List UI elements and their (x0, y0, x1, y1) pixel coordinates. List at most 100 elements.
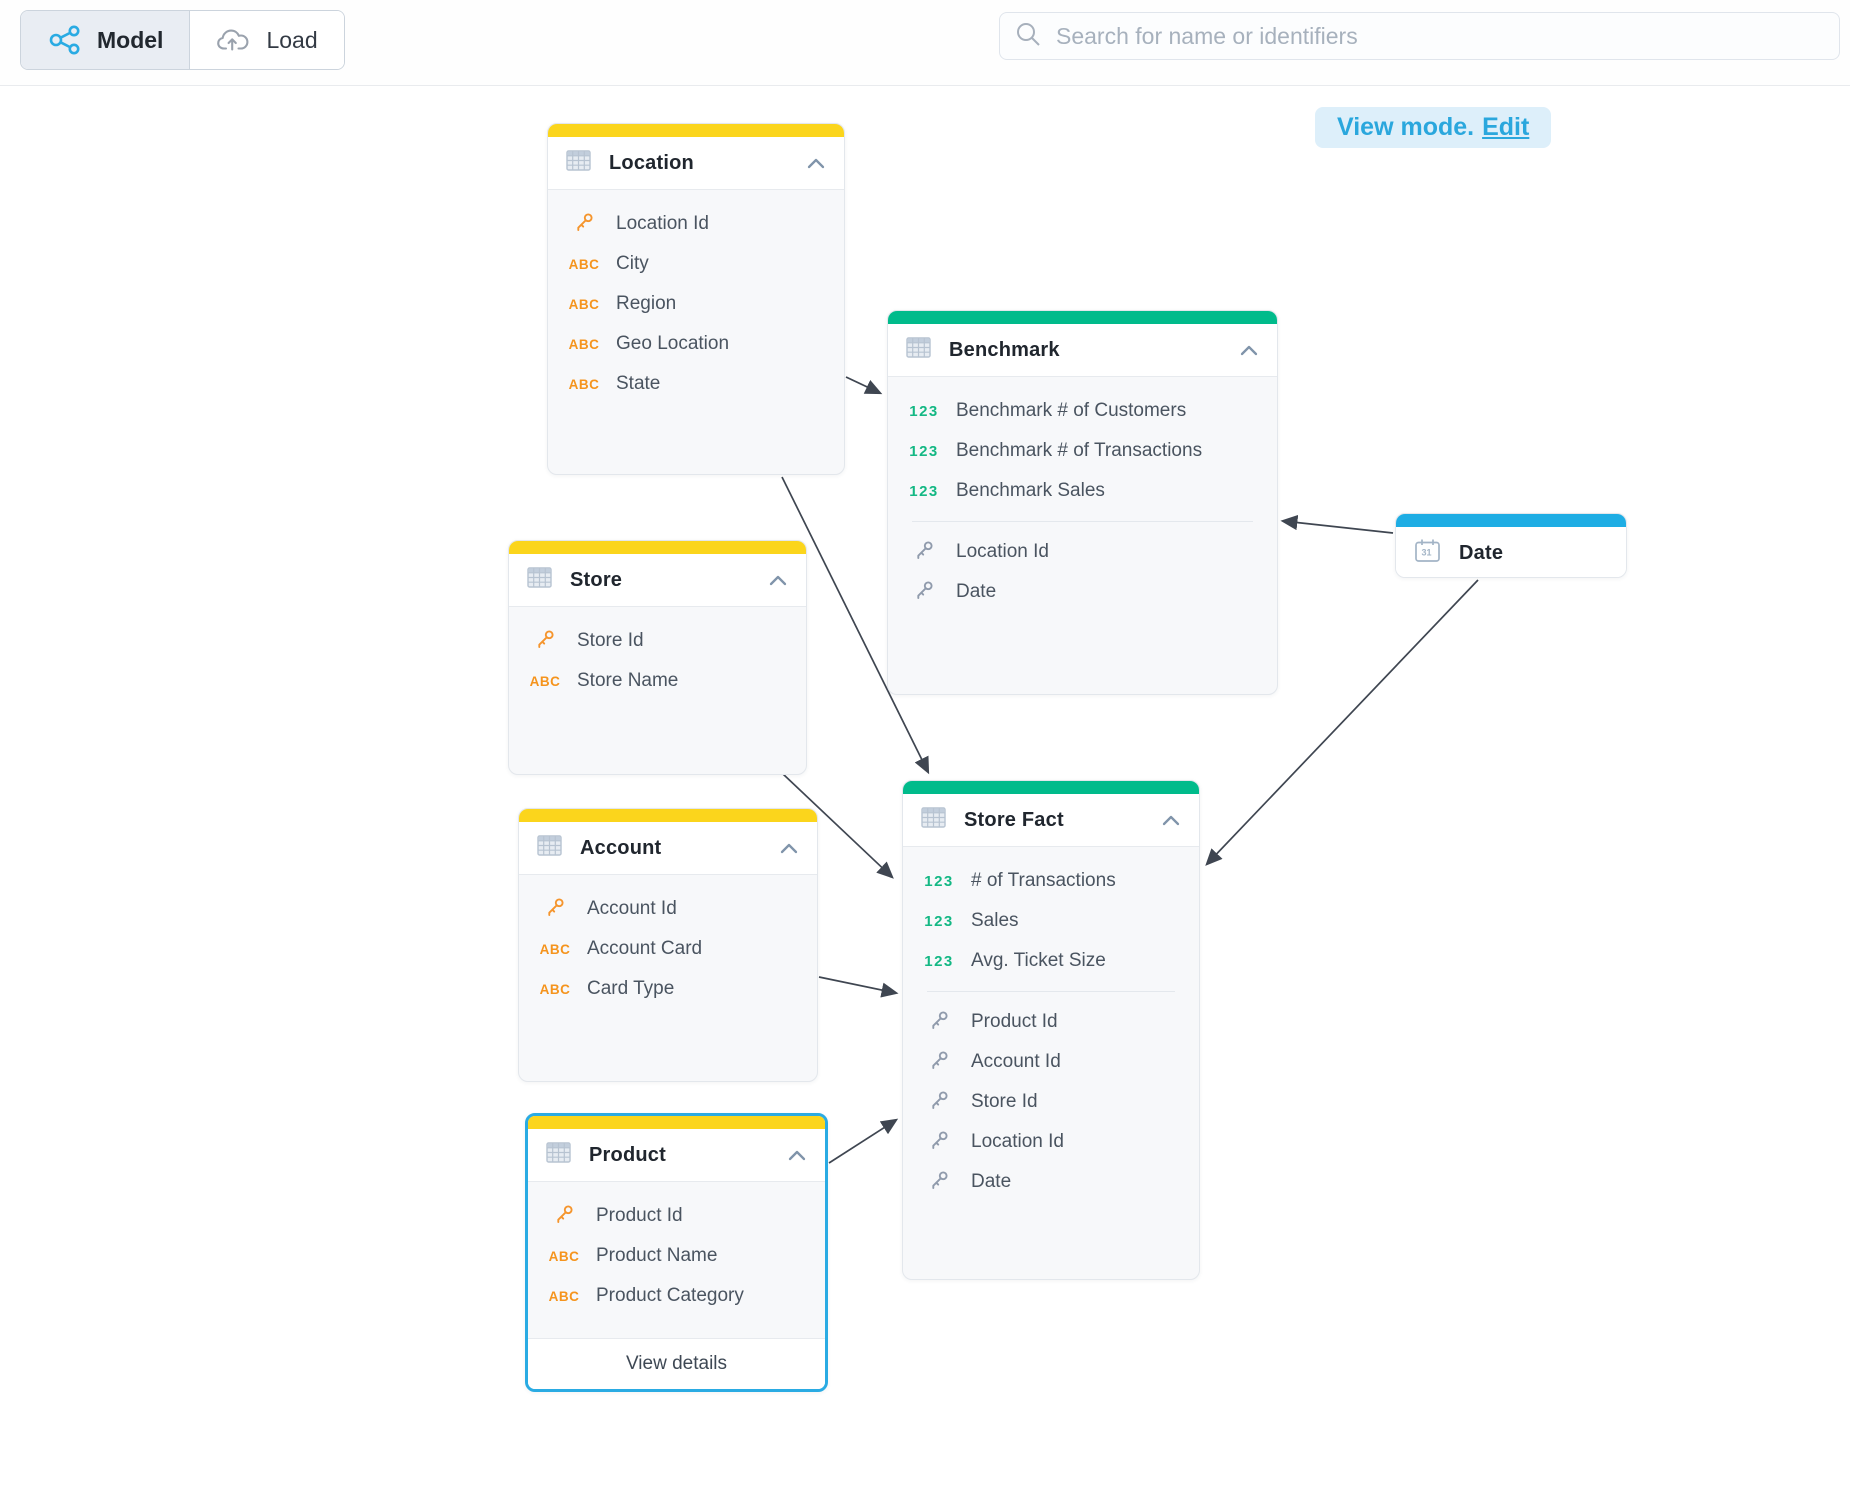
field-label: Benchmark Sales (956, 480, 1105, 501)
relationship-location-to-benchmark (845, 376, 883, 395)
field-list: Account Id ABC Account Card ABC Card Type (519, 875, 817, 1009)
table-color-bar (519, 809, 817, 822)
table-color-bar (1396, 514, 1626, 527)
collapse-chevron-icon[interactable] (806, 157, 826, 170)
table-header-location[interactable]: Location (548, 137, 844, 190)
field-row[interactable]: ABC Store Name (509, 661, 806, 701)
table-card-product[interactable]: Product Product Id ABC Product Name ABC Produ… (525, 1113, 828, 1392)
field-row[interactable]: Account Id (903, 1042, 1199, 1082)
table-title: Product (589, 1143, 666, 1166)
relationship-account-to-store-fact (818, 976, 899, 998)
field-row[interactable]: ABC Account Card (519, 929, 817, 969)
field-row[interactable]: ABC State (548, 364, 844, 404)
relationship-date-to-benchmark (1280, 514, 1394, 534)
field-label: Product Category (596, 1285, 744, 1306)
field-row[interactable]: Location Id (888, 532, 1277, 572)
table-header-store-fact[interactable]: Store Fact (903, 794, 1199, 847)
field-row[interactable]: ABC Product Category (528, 1276, 825, 1316)
text-type-icon: ABC (539, 941, 571, 957)
field-label: Sales (971, 910, 1019, 931)
field-row[interactable]: 123 # of Transactions (903, 861, 1199, 901)
table-header-product[interactable]: Product (528, 1129, 825, 1182)
field-row[interactable]: Product Id (903, 1002, 1199, 1042)
table-card-store-fact[interactable]: Store Fact 123 # of Transactions 123 Sales 12… (902, 780, 1200, 1280)
view-details-link[interactable]: View details (528, 1338, 825, 1389)
table-header-store[interactable]: Store (509, 554, 806, 607)
field-label: Store Name (577, 670, 679, 691)
view-mode-badge: View mode. Edit (1315, 107, 1552, 148)
field-row[interactable]: ABC Product Name (528, 1236, 825, 1276)
table-header-date[interactable]: 31 Date (1396, 527, 1626, 577)
table-card-date[interactable]: 31 Date (1395, 513, 1627, 578)
table-header-account[interactable]: Account (519, 822, 817, 875)
field-row[interactable]: Location Id (548, 204, 844, 244)
cloud-upload-icon (216, 26, 252, 54)
field-row[interactable]: 123 Sales (903, 901, 1199, 941)
table-grid-icon (546, 1142, 571, 1168)
table-grid-icon (921, 807, 946, 833)
field-row[interactable]: Product Id (528, 1196, 825, 1236)
field-label: Avg. Ticket Size (971, 950, 1106, 971)
edit-link[interactable]: Edit (1482, 113, 1530, 141)
field-row[interactable]: Store Id (509, 621, 806, 661)
field-row[interactable]: 123 Benchmark # of Transactions (888, 431, 1277, 471)
table-card-account[interactable]: Account Account Id ABC Account Card ABC Card … (518, 808, 818, 1082)
table-title: Location (609, 151, 694, 174)
table-grid-icon (906, 337, 931, 363)
collapse-chevron-icon[interactable] (779, 842, 799, 855)
field-row[interactable]: 123 Benchmark Sales (888, 471, 1277, 511)
field-row[interactable]: 123 Benchmark # of Customers (888, 391, 1277, 431)
collapse-chevron-icon[interactable] (787, 1149, 807, 1162)
field-label: Product Name (596, 1245, 718, 1266)
text-type-icon: ABC (568, 256, 600, 272)
collapse-chevron-icon[interactable] (768, 574, 788, 587)
tab-model[interactable]: Model (21, 11, 191, 69)
collapse-chevron-icon[interactable] (1161, 814, 1181, 827)
field-list: 123 Benchmark # of Customers 123 Benchmark … (888, 377, 1277, 612)
foreign-key-icon (928, 1129, 950, 1156)
text-type-icon: ABC (539, 981, 571, 997)
toolbar: Model Load (0, 0, 1850, 86)
field-label: Benchmark # of Customers (956, 400, 1187, 421)
field-row[interactable]: Location Id (903, 1122, 1199, 1162)
tab-load[interactable]: Load (190, 11, 344, 69)
tab-load-label: Load (266, 26, 318, 53)
field-row[interactable]: ABC City (548, 244, 844, 284)
search-box (999, 12, 1840, 60)
view-mode-text: View mode. (1337, 113, 1475, 141)
field-label: Date (971, 1171, 1012, 1192)
field-row[interactable]: Date (888, 572, 1277, 612)
foreign-key-icon (928, 1089, 950, 1116)
field-list: 123 # of Transactions 123 Sales 123 Avg. Tick… (903, 847, 1199, 1202)
table-title: Benchmark (949, 338, 1060, 361)
table-title: Store (570, 568, 623, 591)
text-type-icon: ABC (568, 336, 600, 352)
collapse-chevron-icon[interactable] (1239, 344, 1259, 357)
field-row[interactable]: ABC Region (548, 284, 844, 324)
model-graph-icon (47, 24, 83, 56)
table-color-bar (888, 311, 1277, 324)
field-label: State (616, 373, 661, 394)
foreign-key-icon (928, 1009, 950, 1036)
svg-text:31: 31 (1422, 548, 1432, 558)
table-card-benchmark[interactable]: Benchmark 123 Benchmark # of Customers 123 B… (887, 310, 1278, 695)
table-card-store[interactable]: Store Store Id ABC Store Name (508, 540, 807, 775)
number-type-icon: 123 (924, 912, 954, 930)
tab-model-label: Model (97, 26, 164, 53)
field-row[interactable]: ABC Geo Location (548, 324, 844, 364)
foreign-key-icon (913, 579, 935, 606)
field-row[interactable]: Date (903, 1162, 1199, 1202)
table-header-benchmark[interactable]: Benchmark (888, 324, 1277, 377)
field-row[interactable]: 123 Avg. Ticket Size (903, 941, 1199, 981)
table-card-location[interactable]: Location Location Id ABC City ABC Region ABC Ge… (547, 123, 845, 475)
field-label: Card Type (587, 978, 675, 999)
field-label: Product Id (971, 1011, 1058, 1032)
field-row[interactable]: Store Id (903, 1082, 1199, 1122)
field-row[interactable]: ABC Card Type (519, 969, 817, 1009)
foreign-key-icon (928, 1169, 950, 1196)
field-label: Region (616, 293, 677, 314)
search-input[interactable] (1054, 21, 1825, 51)
field-label: Product Id (596, 1205, 683, 1226)
field-row[interactable]: Account Id (519, 889, 817, 929)
